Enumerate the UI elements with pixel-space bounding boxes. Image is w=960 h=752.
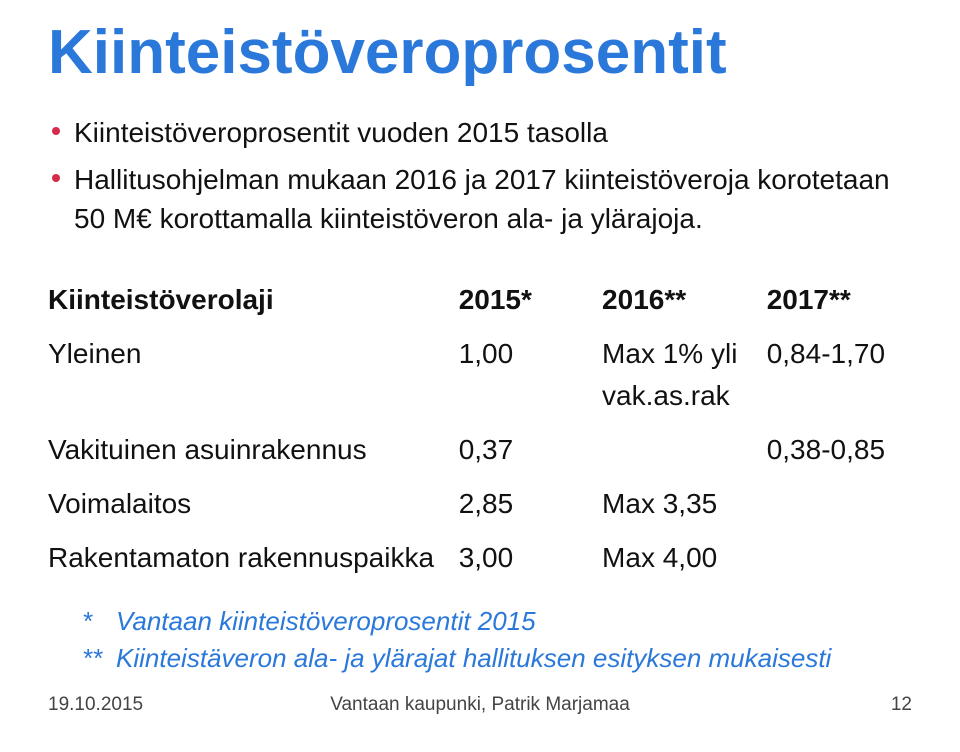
footer-center: Vantaan kaupunki, Patrik Marjamaa bbox=[48, 694, 912, 716]
table-cell: 2,85 bbox=[459, 483, 602, 525]
footnote: * Vantaan kiinteistöveroprosentit 2015 bbox=[82, 603, 912, 641]
footer-page: 12 bbox=[891, 694, 912, 716]
table-cell: Max 3,35 bbox=[602, 483, 767, 525]
table-row: Voimalaitos 2,85 Max 3,35 bbox=[48, 477, 912, 531]
table-row: Vakituinen asuinrakennus 0,37 0,38-0,85 bbox=[48, 423, 912, 477]
slide-title: Kiinteistöveroprosentit bbox=[48, 20, 912, 85]
table-header-cell: 2015* bbox=[459, 279, 602, 321]
table-row: Rakentamaton rakennuspaikka 3,00 Max 4,0… bbox=[48, 531, 912, 585]
table-cell: 0,84-1,70 bbox=[767, 333, 912, 417]
table-cell: 0,38-0,85 bbox=[767, 429, 912, 471]
footnote-marker: * bbox=[82, 603, 116, 641]
table-cell bbox=[602, 429, 767, 471]
table-header-cell: Kiinteistöverolaji bbox=[48, 279, 459, 321]
table-cell: Max 4,00 bbox=[602, 537, 767, 579]
table-cell: Vakituinen asuinrakennus bbox=[48, 429, 459, 471]
bullet-item: Hallitusohjelman mukaan 2016 ja 2017 kii… bbox=[52, 160, 912, 238]
slide: Kiinteistöveroprosentit Kiinteistöveropr… bbox=[0, 0, 960, 752]
slide-footer: 19.10.2015 Vantaan kaupunki, Patrik Marj… bbox=[48, 694, 912, 716]
footnotes: * Vantaan kiinteistöveroprosentit 2015 *… bbox=[82, 603, 912, 678]
table-cell: 0,37 bbox=[459, 429, 602, 471]
table-header-cell: 2017** bbox=[767, 279, 912, 321]
bullet-dot-icon bbox=[52, 174, 60, 182]
footer-date: 19.10.2015 bbox=[48, 694, 143, 716]
table-cell: Max 1% yli vak.as.rak bbox=[602, 333, 767, 417]
table-cell bbox=[767, 483, 912, 525]
footnote-text: Vantaan kiinteistöveroprosentit 2015 bbox=[116, 603, 536, 641]
tax-table: Kiinteistöverolaji 2015* 2016** 2017** Y… bbox=[48, 273, 912, 585]
footnote: ** Kiinteistäveron ala- ja ylärajat hall… bbox=[82, 640, 912, 678]
table-cell bbox=[767, 537, 912, 579]
table-cell: Yleinen bbox=[48, 333, 459, 417]
table-row: Yleinen 1,00 Max 1% yli vak.as.rak 0,84-… bbox=[48, 327, 912, 423]
bullet-dot-icon bbox=[52, 127, 60, 135]
bullet-text: Kiinteistöveroprosentit vuoden 2015 taso… bbox=[74, 113, 608, 152]
bullet-item: Kiinteistöveroprosentit vuoden 2015 taso… bbox=[52, 113, 912, 152]
table-header-row: Kiinteistöverolaji 2015* 2016** 2017** bbox=[48, 273, 912, 327]
table-cell: 3,00 bbox=[459, 537, 602, 579]
footnote-text: Kiinteistäveron ala- ja ylärajat hallitu… bbox=[116, 640, 831, 678]
bullet-text: Hallitusohjelman mukaan 2016 ja 2017 kii… bbox=[74, 160, 912, 238]
footnote-marker: ** bbox=[82, 640, 116, 678]
bullet-list: Kiinteistöveroprosentit vuoden 2015 taso… bbox=[52, 113, 912, 239]
table-cell: Rakentamaton rakennuspaikka bbox=[48, 537, 459, 579]
table-header-cell: 2016** bbox=[602, 279, 767, 321]
table-cell: Voimalaitos bbox=[48, 483, 459, 525]
table-cell: 1,00 bbox=[459, 333, 602, 417]
